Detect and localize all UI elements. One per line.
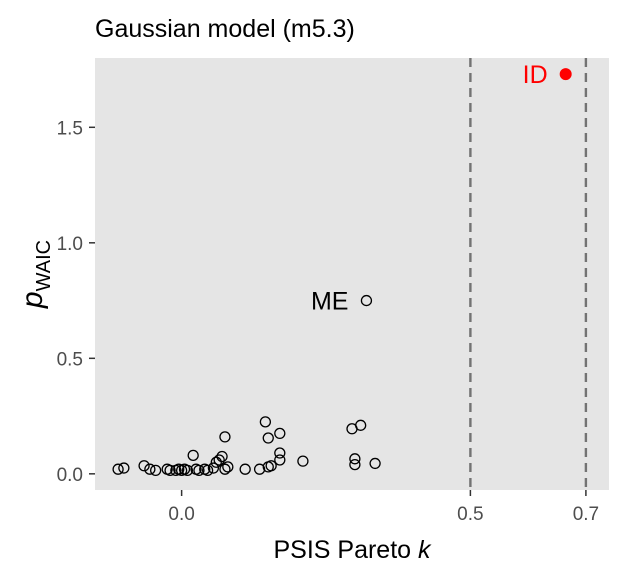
data-point [265,460,277,472]
highlight-point [559,68,572,81]
threshold-lines [469,58,588,490]
data-point [112,463,124,475]
data-point [149,464,162,477]
y-axis: 0.0 0.5 1.0 1.5 [57,118,95,486]
data-point [201,464,214,477]
annotation-id: ID [523,61,548,89]
data-point [349,458,361,471]
plot-panel [95,58,609,490]
data-point [210,456,222,468]
x-tick-label: 0.0 [168,504,194,525]
data-point [253,463,266,475]
data-point [222,461,234,473]
y-tick-label: 0.0 [57,465,83,486]
data-point [274,454,286,466]
data-point [187,449,199,461]
y-tick-label: 0.5 [57,349,83,370]
data-point [118,462,130,474]
y-axis-title-sub: WAIC [33,240,55,291]
data-point [144,463,156,475]
data-point [274,447,286,459]
y-tick-label: 1.0 [57,234,83,255]
data-point [181,464,194,477]
data-point [193,464,205,477]
data-point [216,450,228,463]
x-axis-title: PSIS Pareto k [273,536,432,564]
x-axis-title-main: PSIS Pareto [273,536,418,564]
data-point [219,431,231,443]
chart-title: Gaussian model (m5.3) [95,15,355,43]
data-point [164,464,176,477]
data-points [112,68,572,477]
data-point [259,416,272,428]
data-point [349,453,361,465]
data-point [138,460,150,472]
x-axis-title-k: k [418,536,432,564]
data-point [355,419,367,431]
data-point [239,463,251,475]
x-tick-label: 0.7 [573,504,599,525]
y-tick-label: 1.5 [57,118,83,139]
data-point [369,457,381,470]
data-point [262,432,274,444]
data-point [207,462,220,474]
data-point [274,427,286,440]
x-axis: 0.0 0.5 0.7 [168,490,599,525]
y-axis-title-p: p [16,291,49,309]
data-point [219,463,231,475]
x-tick-label: 0.5 [457,504,483,525]
y-axis-title: pWAIC [16,240,55,309]
point-annotations: ME ID [311,61,548,315]
data-point [297,455,309,467]
annotation-me: ME [311,288,349,316]
data-point [213,454,225,466]
data-point [360,294,373,307]
